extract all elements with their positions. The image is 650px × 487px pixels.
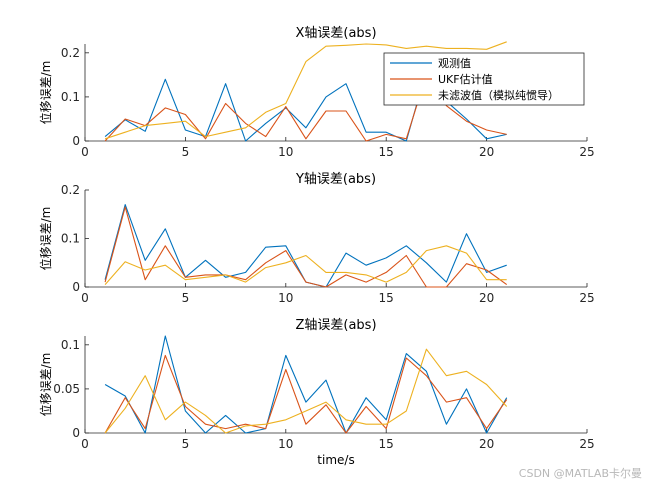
y-axis-label: 位移误差/m: [38, 61, 53, 125]
x-tick-label: 20: [479, 291, 494, 305]
subplot-title: Y轴误差(abs): [295, 172, 376, 187]
y-axis-label: 位移误差/m: [38, 353, 53, 417]
series-line-1: [104, 335, 508, 434]
x-tick-label: 25: [579, 291, 594, 305]
series-line-3: [104, 245, 507, 285]
series-line-2: [104, 354, 508, 434]
y-tick-label: 0.05: [53, 382, 80, 396]
x-tick-label: 15: [379, 291, 394, 305]
x-tick-label: 10: [278, 291, 293, 305]
y-tick-label: 0.2: [61, 183, 80, 197]
series-line-2: [104, 206, 508, 288]
y-tick-label: 0.2: [61, 46, 80, 60]
x-tick-label: 15: [379, 145, 394, 159]
y-tick-label: 0: [72, 134, 80, 148]
legend-entry-1: 观测值: [438, 57, 471, 70]
x-tick-label: 25: [579, 145, 594, 159]
y-tick-label: 0.1: [61, 338, 80, 352]
x-tick-label: 0: [81, 437, 89, 451]
subplot-2: Y轴误差(abs) 0 5 10 15 20 25 0 0.1 0.2 位移误差/m: [38, 172, 595, 305]
watermark: CSDN @MATLAB卡尔曼: [518, 467, 642, 480]
y-tick-label: 0.1: [61, 232, 80, 246]
y-tick-label: 0: [72, 426, 80, 440]
x-tick-label: 10: [278, 145, 293, 159]
series-line-3: [104, 41, 507, 140]
legend-entry-2: UKF估计值: [438, 73, 493, 86]
x-tick-label: 15: [379, 437, 394, 451]
subplot-1: X轴误差(abs) 0 5 10 15 20 25 0 0.1 0.2 位移误差/m 观测值 UKF估计…: [38, 26, 595, 159]
x-tick-label: 0: [81, 145, 89, 159]
x-tick-label: 5: [182, 291, 190, 305]
y-tick-label: 0: [72, 280, 80, 294]
legend-entry-3: 未滤波值（模拟纯惯导）: [438, 88, 559, 102]
x-tick-label: 25: [579, 437, 594, 451]
x-tick-label: 20: [479, 145, 494, 159]
x-axis-label: time/s: [317, 453, 354, 467]
y-axis-label: 位移误差/m: [38, 207, 53, 271]
x-tick-label: 5: [182, 437, 190, 451]
x-tick-label: 10: [278, 437, 293, 451]
y-tick-label: 0.1: [61, 90, 80, 104]
x-tick-label: 0: [81, 291, 89, 305]
x-tick-label: 20: [479, 437, 494, 451]
subplot-3: Z轴误差(abs) 0 5 10 15 20 25 0 0.05 0.1 位移误差/m time/s: [38, 318, 595, 467]
series-line-3: [104, 348, 508, 434]
subplot-title: X轴误差(abs): [295, 26, 376, 41]
x-tick-label: 5: [182, 145, 190, 159]
subplot-title: Z轴误差(abs): [295, 318, 376, 333]
